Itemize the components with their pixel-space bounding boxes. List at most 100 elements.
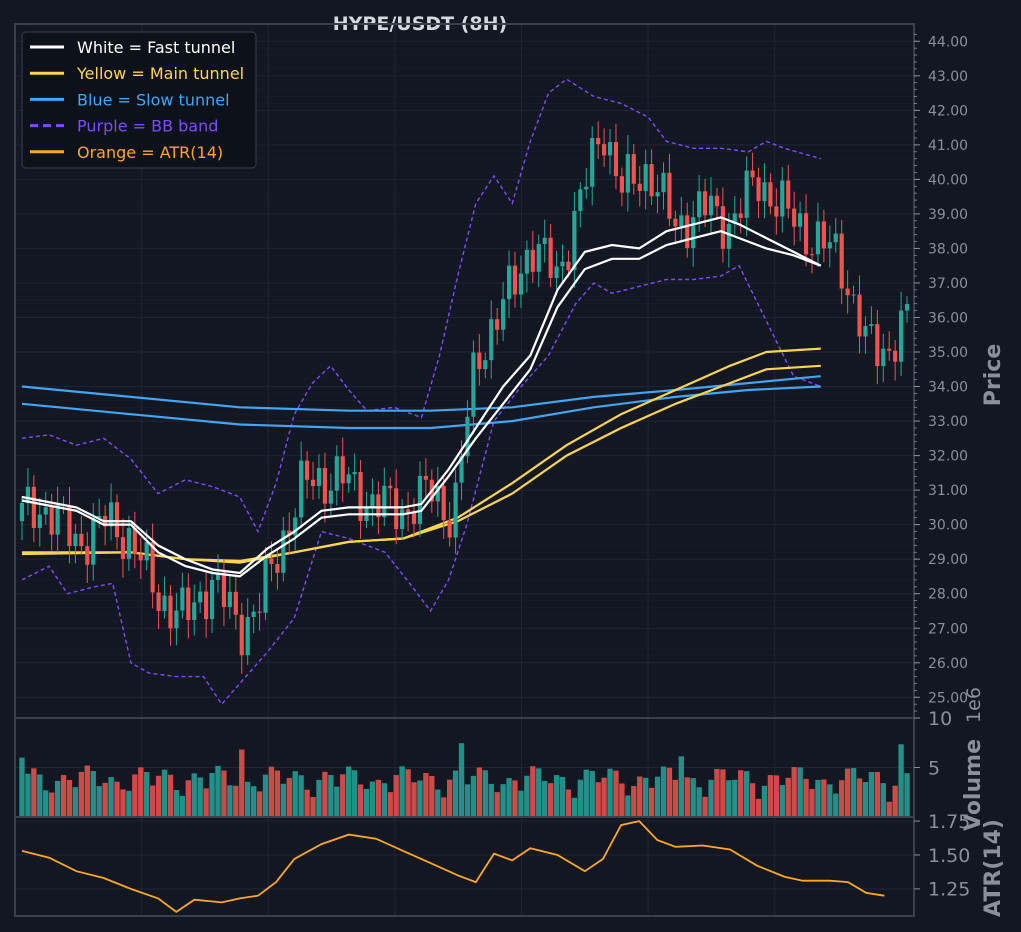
volume-bar <box>506 778 512 817</box>
volume-bar <box>66 779 73 817</box>
candle-body <box>310 479 316 487</box>
volume-bar <box>31 768 37 817</box>
volume-bar <box>173 789 180 817</box>
volume-bar <box>72 787 79 817</box>
volume-bar <box>488 783 494 817</box>
candle-body <box>530 249 535 272</box>
volume-bar <box>120 789 126 817</box>
volume-bar <box>90 771 96 817</box>
candle-body <box>524 249 529 274</box>
volume-bar <box>821 779 827 817</box>
candle-body <box>863 326 868 337</box>
volume-bar <box>803 778 809 817</box>
candle-body <box>833 233 838 243</box>
volume-bar <box>856 778 863 817</box>
candle-body <box>881 348 886 367</box>
volume-bar <box>310 796 316 817</box>
volume-bar <box>696 787 702 817</box>
volume-bar <box>862 781 869 817</box>
volume-bar <box>357 784 364 817</box>
candle-body <box>661 172 666 193</box>
candle-body <box>483 360 488 370</box>
candle-body <box>471 352 476 417</box>
candle-body <box>447 520 452 538</box>
candle-body <box>144 542 149 561</box>
volume-bar <box>547 783 554 817</box>
volume-bar <box>678 756 684 817</box>
volume-bar <box>809 788 815 817</box>
candle-body <box>798 213 803 227</box>
volume-tick-label: 10 <box>928 708 952 730</box>
volume-bar <box>767 775 774 817</box>
volume-bar <box>892 785 898 817</box>
volume-bar <box>417 780 423 817</box>
atr-panel-frame <box>14 816 915 917</box>
candle-body <box>809 254 815 256</box>
candle-body <box>566 261 571 271</box>
candle-body <box>887 348 892 351</box>
volume-bar <box>435 789 441 817</box>
candle-body <box>667 172 672 219</box>
volume-bar <box>904 773 910 817</box>
volume-bar <box>144 772 150 817</box>
volume-bar <box>690 778 696 817</box>
volume-bar <box>815 779 821 817</box>
volume-bar <box>619 783 625 817</box>
volume-bar <box>601 777 607 817</box>
candle-body <box>370 494 375 509</box>
volume-bar <box>530 766 536 817</box>
volume-bar <box>19 757 25 817</box>
volume-bar <box>559 776 566 817</box>
volume-axis-label: Volume <box>961 739 986 831</box>
fast-tunnel <box>21 216 822 578</box>
volume-bar <box>732 779 738 817</box>
volume-bar <box>48 792 55 817</box>
candle-body <box>613 142 619 177</box>
volume-bar <box>743 771 750 817</box>
price-tick-label: 42.00 <box>928 103 968 119</box>
fast-tunnel-lower <box>21 230 822 578</box>
volume-bar <box>393 775 399 817</box>
volume-bar <box>149 785 156 817</box>
volume-bar <box>827 784 833 817</box>
volume-bar <box>642 777 649 817</box>
bb-band <box>21 78 822 706</box>
volume-bar <box>328 775 334 817</box>
volume-bar <box>773 775 780 817</box>
volume-bar <box>167 774 174 817</box>
candle-body <box>875 324 880 367</box>
volume-bar <box>672 779 679 817</box>
volume-bar <box>708 779 714 817</box>
price-tick-label: 38.00 <box>928 241 968 257</box>
volume-bar <box>761 785 768 817</box>
volume-bar <box>874 771 881 817</box>
fast-tunnel-upper <box>21 216 822 575</box>
volume-bar <box>304 789 310 817</box>
volume-bar <box>292 771 298 817</box>
candle-body <box>382 485 387 518</box>
candle-body <box>465 416 470 457</box>
atr-tick-label: 1.25 <box>928 879 970 901</box>
volume-bar <box>209 772 215 817</box>
candle-body <box>506 265 512 300</box>
candle-body <box>768 182 773 207</box>
candle-body <box>405 509 411 513</box>
candle-body <box>334 456 339 491</box>
volume-bar <box>37 774 43 817</box>
bb-lower-line <box>21 264 822 706</box>
candle-body <box>572 210 577 271</box>
volume-bar <box>500 784 506 817</box>
candle-body <box>643 164 648 192</box>
price-tick-label: 43.00 <box>928 69 968 85</box>
price-tick-label: 41.00 <box>928 138 968 154</box>
volume-bar <box>185 780 191 817</box>
volume-bar <box>494 792 500 817</box>
volume-bar <box>405 769 411 817</box>
candle-body <box>376 494 381 518</box>
candle-body <box>738 213 743 218</box>
candle-body <box>548 237 553 278</box>
price-tick-label: 36.00 <box>928 311 968 327</box>
price-tick-label: 34.00 <box>928 380 968 396</box>
candle-body <box>263 558 268 613</box>
candle-body <box>637 183 642 192</box>
